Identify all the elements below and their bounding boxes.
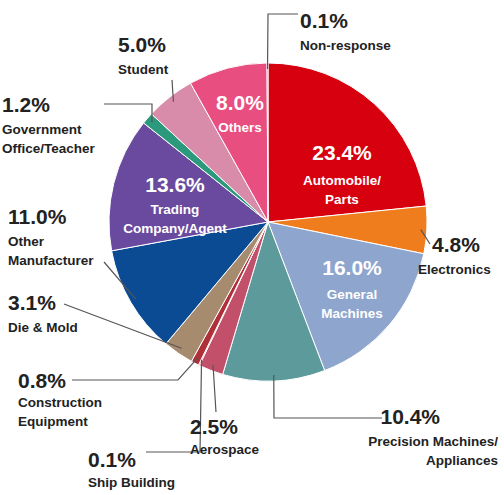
leader-line (64, 304, 182, 348)
label-line: Manufacturer (8, 253, 94, 268)
pie (109, 63, 427, 381)
category-label: Precision Machines/Appliances (368, 434, 498, 468)
label-line: Construction (18, 395, 102, 410)
data-label: 2.5% (190, 415, 238, 438)
label-line: Die & Mold (8, 320, 78, 335)
label-line: General (327, 287, 377, 302)
labels: 23.4% Automobile/Parts 4.8% Electronics 16.0… (2, 9, 498, 490)
leader-line (104, 104, 152, 122)
leader-lines (64, 14, 430, 452)
data-label: 0.1% (300, 9, 348, 32)
leader-line (172, 80, 173, 102)
slice (267, 63, 269, 222)
label-line: Trading (151, 202, 200, 217)
leader-line (213, 365, 216, 412)
label-line: Other (8, 234, 45, 249)
label-line: Equipment (18, 414, 88, 429)
category-label: Student (118, 62, 169, 77)
category-label: Die & Mold (8, 320, 78, 335)
category-label: Construction Equipment (18, 395, 102, 429)
category-label: Trading Company/Agent (123, 202, 227, 236)
category-label: Non-response (300, 38, 391, 53)
label-line: Ship Building (88, 475, 175, 490)
data-label: 3.1% (8, 291, 56, 314)
category-label: Others (218, 120, 262, 135)
category-label: Ship Building (88, 475, 175, 490)
data-label: 5.0% (118, 33, 166, 56)
label-line: Others (218, 120, 262, 135)
slice (191, 63, 268, 222)
leader-line (421, 230, 430, 244)
label-line: Office/Teacher (2, 141, 96, 156)
category-label: Automobile/Parts (303, 173, 381, 207)
label-line: Aerospace (190, 442, 260, 457)
data-label: 0.1% (88, 448, 136, 471)
label-line: Automobile/ (303, 173, 381, 188)
leader-line (104, 262, 136, 299)
leader-line (146, 360, 202, 452)
data-label: 8.0% (216, 91, 264, 114)
data-label: 13.6% (145, 173, 205, 196)
label-line: Precision Machines/ (368, 434, 498, 449)
data-label: 0.8% (18, 369, 66, 392)
leader-line (72, 358, 198, 380)
data-label: 4.8% (432, 233, 480, 256)
chart: 23.4% Automobile/Parts 4.8% Electronics 16.0… (0, 0, 504, 495)
label-line: Appliances (426, 453, 498, 468)
data-label: 23.4% (312, 141, 372, 164)
category-label: Other Manufacturer (8, 234, 94, 268)
data-label: 1.2% (2, 93, 50, 116)
label-line: Government (2, 122, 82, 137)
leader-line (274, 375, 382, 418)
slice (268, 63, 426, 222)
data-label: 10.4% (380, 405, 440, 428)
label-line: Electronics (418, 262, 491, 277)
label-line: Company/Agent (123, 221, 227, 236)
category-label: General Machines (321, 287, 383, 321)
label-line: Student (118, 62, 169, 77)
data-label: 11.0% (8, 205, 67, 228)
data-label: 16.0% (322, 256, 382, 279)
leader-line (268, 14, 298, 69)
category-label: Electronics (418, 262, 491, 277)
category-label: Government Office/Teacher (2, 122, 96, 156)
label-line: Non-response (300, 38, 391, 53)
category-label: Aerospace (190, 442, 260, 457)
label-line: Machines (321, 306, 383, 321)
label-line: Parts (325, 192, 359, 207)
